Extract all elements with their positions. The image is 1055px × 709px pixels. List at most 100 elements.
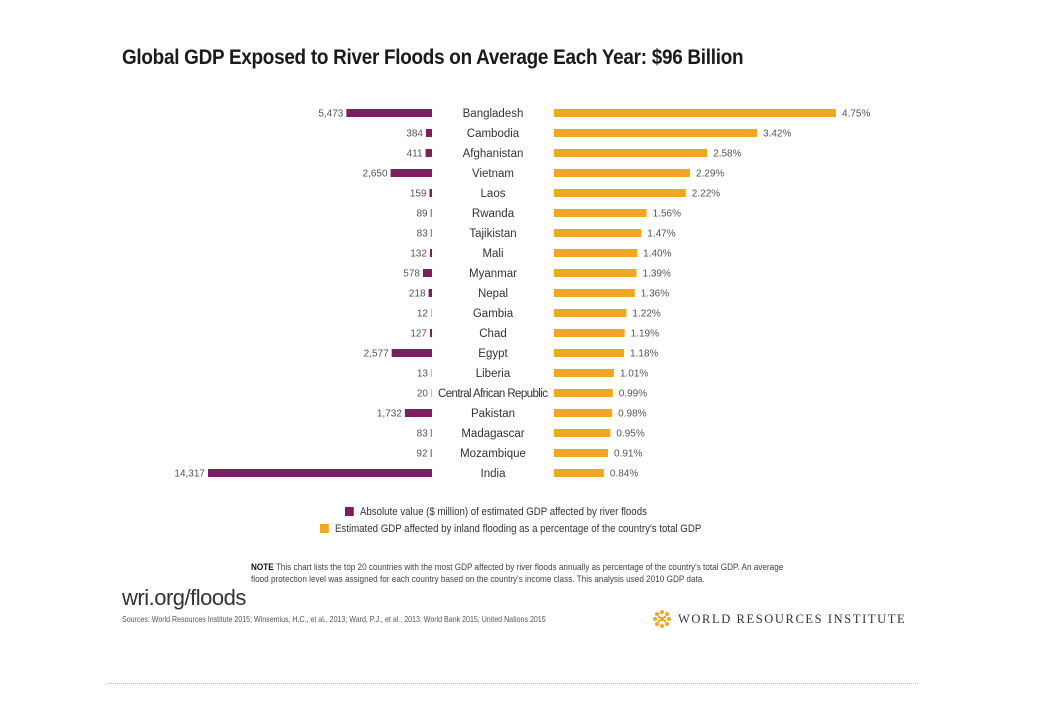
label-percent: 4.75% <box>842 109 870 120</box>
category-label: Bangladesh <box>463 108 524 120</box>
category-label: Madagascar <box>461 428 524 440</box>
bar-absolute <box>346 109 432 117</box>
category-label: Rwanda <box>472 208 515 220</box>
label-absolute: 83 <box>417 429 429 440</box>
note-label: NOTE <box>251 562 274 573</box>
bar-percent <box>554 469 604 477</box>
label-absolute: 92 <box>416 449 428 460</box>
label-absolute: 83 <box>417 229 429 240</box>
label-percent: 1.22% <box>632 309 660 320</box>
label-absolute: 1,732 <box>377 409 402 420</box>
category-label: Myanmar <box>469 268 517 280</box>
bar-absolute <box>428 289 432 297</box>
bar-absolute <box>430 329 432 337</box>
category-label: Gambia <box>473 308 514 320</box>
label-percent: 0.95% <box>616 429 644 440</box>
footer-divider <box>108 683 918 684</box>
category-label: Afghanistan <box>463 148 524 160</box>
bar-absolute <box>430 229 432 237</box>
label-percent: 1.19% <box>631 329 659 340</box>
bar-percent <box>554 169 690 177</box>
label-percent: 0.98% <box>618 409 646 420</box>
bar-absolute <box>431 369 432 377</box>
bar-absolute <box>391 349 432 357</box>
bar-absolute <box>429 189 432 197</box>
label-percent: 2.22% <box>692 189 720 200</box>
legend-swatch-absolute <box>345 507 354 516</box>
bar-absolute <box>430 209 432 217</box>
bar-chart: 5,473 Bangladesh 4.75% 384 Cambodia 3.42% 411 A… <box>174 108 870 480</box>
category-label: Pakistan <box>471 408 515 420</box>
bar-absolute <box>404 409 432 417</box>
label-percent: 0.84% <box>610 469 638 480</box>
legend-item-percent: Estimated GDP affected by inland floodin… <box>320 523 701 535</box>
legend-label-absolute: Absolute value ($ million) of estimated … <box>359 506 647 518</box>
label-absolute: 578 <box>403 269 420 280</box>
label-absolute: 14,317 <box>174 469 205 480</box>
bar-absolute <box>425 149 432 157</box>
bar-percent <box>554 129 758 137</box>
category-label: Mozambique <box>460 448 526 460</box>
category-label: Laos <box>481 188 506 200</box>
label-percent: 0.91% <box>614 449 642 460</box>
bar-percent <box>554 329 625 337</box>
bar-absolute <box>431 389 432 397</box>
label-absolute: 132 <box>410 249 427 260</box>
bar-percent <box>554 309 627 317</box>
category-label: Cambodia <box>467 128 520 140</box>
legend-swatch-percent <box>320 524 329 533</box>
chart-note: NOTE This chart lists the top 20 countri… <box>251 562 784 586</box>
bar-percent <box>554 449 609 457</box>
bar-absolute <box>425 129 432 137</box>
label-percent: 1.39% <box>643 269 671 280</box>
wri-logo: WORLD RESOURCES INSTITUTE <box>652 609 906 629</box>
label-percent: 3.42% <box>763 129 791 140</box>
label-absolute: 89 <box>416 209 428 220</box>
bar-percent <box>554 289 635 297</box>
category-label: Mali <box>482 248 503 260</box>
source-url-link[interactable]: wri.org/floods <box>122 585 246 610</box>
label-percent: 1.36% <box>641 289 669 300</box>
label-absolute: 218 <box>409 289 426 300</box>
label-absolute: 12 <box>417 309 429 320</box>
bar-percent <box>554 389 613 397</box>
bar-percent <box>554 249 638 257</box>
bar-percent <box>554 189 686 197</box>
legend-label-percent: Estimated GDP affected by inland floodin… <box>334 523 702 535</box>
label-percent: 1.01% <box>620 369 648 380</box>
label-percent: 1.40% <box>643 249 671 260</box>
bar-absolute <box>208 469 432 477</box>
note-text: This chart lists the top 20 countries wi… <box>251 562 784 585</box>
label-percent: 1.47% <box>647 229 675 240</box>
legend-item-absolute: Absolute value ($ million) of estimated … <box>345 506 647 518</box>
bar-absolute <box>390 169 432 177</box>
bar-absolute <box>429 249 432 257</box>
category-label: India <box>481 468 507 480</box>
bar-percent <box>554 409 613 417</box>
label-percent: 0.99% <box>619 389 647 400</box>
bar-percent <box>554 149 708 157</box>
category-label: Central African Republic <box>438 388 548 400</box>
label-absolute: 411 <box>407 149 423 160</box>
label-absolute: 5,473 <box>318 109 343 120</box>
label-absolute: 2,577 <box>364 349 389 360</box>
chart-title: Global GDP Exposed to River Floods on Av… <box>122 46 744 69</box>
label-absolute: 13 <box>417 369 429 380</box>
label-absolute: 20 <box>417 389 429 400</box>
sources-text: Sources: World Resources Institute 2015;… <box>122 614 546 624</box>
category-label: Egypt <box>478 348 508 360</box>
label-percent: 1.56% <box>653 209 681 220</box>
bar-percent <box>554 269 637 277</box>
category-label: Liberia <box>476 368 511 380</box>
label-percent: 1.18% <box>630 349 658 360</box>
bar-percent <box>554 369 614 377</box>
wri-name: WORLD RESOURCES INSTITUTE <box>678 611 907 626</box>
bar-absolute <box>430 449 432 457</box>
label-absolute: 2,650 <box>363 169 388 180</box>
label-percent: 2.29% <box>696 169 724 180</box>
bar-percent <box>554 349 625 357</box>
bar-absolute <box>430 429 432 437</box>
bar-percent <box>554 429 611 437</box>
label-absolute: 127 <box>410 329 427 340</box>
bar-percent <box>554 229 642 237</box>
